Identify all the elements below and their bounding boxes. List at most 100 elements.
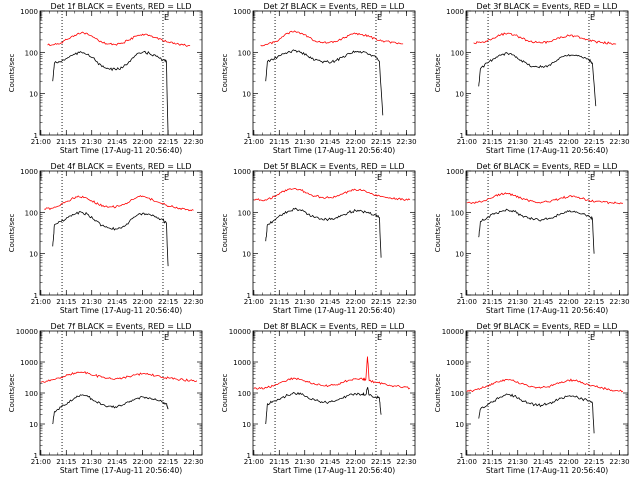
plot-frame bbox=[39, 330, 203, 456]
time-marker-label: E bbox=[164, 173, 169, 182]
x-axis-label: Start Time (17-Aug-11 20:56:40) bbox=[486, 466, 608, 475]
y-tick-label: 100 bbox=[238, 209, 251, 217]
x-tick-label: 22:00 bbox=[133, 298, 153, 306]
panel-title: Det 4f BLACK = Events, RED = LLD bbox=[50, 162, 191, 171]
time-marker-label: E bbox=[164, 333, 169, 342]
x-tick-label: 21:15 bbox=[482, 458, 502, 466]
lld-series-line bbox=[466, 192, 623, 205]
x-tick-label: 22:00 bbox=[346, 298, 366, 306]
y-tick-label: 1000 bbox=[446, 8, 464, 16]
y-tick-label: 100 bbox=[25, 49, 38, 57]
x-tick-label: 21:45 bbox=[533, 458, 553, 466]
y-tick-label: 10 bbox=[29, 251, 38, 259]
x-tick-label: 22:15 bbox=[371, 138, 391, 146]
x-tick-label: 22:30 bbox=[396, 298, 416, 306]
y-tick-label: 10000 bbox=[442, 328, 464, 336]
y-tick-label: 10 bbox=[455, 251, 464, 259]
time-marker-label: E bbox=[590, 13, 595, 22]
y-tick-label: 100 bbox=[25, 390, 38, 398]
lld-series-line bbox=[473, 32, 617, 45]
detector-panel-2: Det 2f BLACK = Events, RED = LLD 1 10 100 10… bbox=[221, 2, 417, 155]
y-tick-label: 1000 bbox=[20, 359, 38, 367]
y-tick-label: 1000 bbox=[233, 359, 251, 367]
detector-panel-3: Det 3f BLACK = Events, RED = LLD 1 10 100 10… bbox=[434, 2, 630, 155]
panel-title: Det 9f BLACK = Events, RED = LLD bbox=[476, 322, 617, 331]
x-tick-label: 21:00 bbox=[244, 458, 264, 466]
detector-panel-1: Det 1f BLACK = Events, RED = LLD 1 10 100 10… bbox=[8, 2, 204, 155]
x-tick-label: 21:00 bbox=[31, 458, 51, 466]
x-tick-label: 22:15 bbox=[371, 458, 391, 466]
x-axis-label: Start Time (17-Aug-11 20:56:40) bbox=[273, 146, 395, 155]
x-tick-label: 22:00 bbox=[559, 458, 579, 466]
y-tick-label: 1000 bbox=[233, 8, 251, 16]
x-tick-label: 22:15 bbox=[158, 458, 178, 466]
events-series-line bbox=[478, 208, 595, 254]
x-tick-label: 21:30 bbox=[508, 298, 528, 306]
x-tick-label: 21:00 bbox=[457, 458, 477, 466]
x-tick-label: 21:30 bbox=[82, 138, 102, 146]
y-tick-label: 1000 bbox=[446, 168, 464, 176]
lld-series-line bbox=[260, 30, 404, 47]
x-tick-label: 22:00 bbox=[559, 138, 579, 146]
x-tick-label: 21:30 bbox=[508, 458, 528, 466]
plot-frame bbox=[252, 170, 416, 296]
x-axis-label: Start Time (17-Aug-11 20:56:40) bbox=[273, 466, 395, 475]
y-axis-label: Counts/sec bbox=[434, 54, 442, 93]
y-tick-label: 1000 bbox=[233, 168, 251, 176]
detector-panel-5: Det 5f BLACK = Events, RED = LLD 1 10 100 10… bbox=[221, 162, 417, 315]
lld-series-line bbox=[466, 378, 624, 393]
x-tick-label: 21:30 bbox=[295, 298, 315, 306]
time-marker-label: E bbox=[590, 173, 595, 182]
time-marker-label: E bbox=[590, 333, 595, 342]
y-axis-label: Counts/sec bbox=[434, 374, 442, 413]
x-tick-label: 22:30 bbox=[609, 458, 629, 466]
y-tick-label: 100 bbox=[451, 209, 464, 217]
y-tick-label: 1 bbox=[460, 292, 464, 300]
x-tick-label: 21:00 bbox=[244, 298, 264, 306]
x-tick-label: 22:00 bbox=[133, 458, 153, 466]
x-tick-label: 22:15 bbox=[158, 298, 178, 306]
y-tick-label: 1 bbox=[460, 452, 464, 460]
x-tick-label: 22:00 bbox=[133, 138, 153, 146]
y-tick-label: 1 bbox=[34, 132, 38, 140]
x-axis-label: Start Time (17-Aug-11 20:56:40) bbox=[486, 306, 608, 315]
x-tick-label: 21:30 bbox=[82, 298, 102, 306]
x-tick-label: 22:30 bbox=[183, 138, 203, 146]
events-series-line bbox=[52, 211, 169, 267]
plot-frame bbox=[252, 10, 416, 136]
y-tick-label: 100 bbox=[451, 49, 464, 57]
x-tick-label: 22:30 bbox=[183, 458, 203, 466]
y-tick-label: 100 bbox=[25, 209, 38, 217]
panel-title: Det 7f BLACK = Events, RED = LLD bbox=[50, 322, 191, 331]
events-series-line bbox=[265, 49, 384, 116]
y-tick-label: 1000 bbox=[446, 359, 464, 367]
x-axis-label: Start Time (17-Aug-11 20:56:40) bbox=[60, 306, 182, 315]
x-tick-label: 21:45 bbox=[320, 138, 340, 146]
y-tick-label: 1000 bbox=[20, 8, 38, 16]
x-tick-label: 21:00 bbox=[244, 138, 264, 146]
x-tick-label: 22:00 bbox=[559, 298, 579, 306]
x-tick-label: 21:30 bbox=[295, 138, 315, 146]
x-tick-label: 22:15 bbox=[158, 138, 178, 146]
events-series-line bbox=[265, 207, 382, 258]
x-tick-label: 22:00 bbox=[346, 458, 366, 466]
plot-frame bbox=[39, 170, 203, 296]
y-axis-label: Counts/sec bbox=[221, 54, 229, 93]
events-series-line bbox=[52, 50, 169, 136]
x-tick-label: 21:30 bbox=[82, 458, 102, 466]
time-marker-label: E bbox=[377, 173, 382, 182]
x-axis-label: Start Time (17-Aug-11 20:56:40) bbox=[60, 146, 182, 155]
x-tick-label: 21:45 bbox=[533, 298, 553, 306]
detector-panel-7: Det 7f BLACK = Events, RED = LLD 1 10 100 10… bbox=[8, 322, 204, 475]
x-tick-label: 21:45 bbox=[107, 298, 127, 306]
x-tick-label: 22:30 bbox=[396, 458, 416, 466]
y-axis-label: Counts/sec bbox=[221, 374, 229, 413]
y-tick-label: 10 bbox=[242, 421, 251, 429]
y-axis-label: Counts/sec bbox=[8, 214, 16, 253]
y-tick-label: 1000 bbox=[20, 168, 38, 176]
x-tick-label: 21:15 bbox=[56, 138, 76, 146]
x-tick-label: 21:00 bbox=[31, 298, 51, 306]
detector-panel-8: Det 8f BLACK = Events, RED = LLD 1 10 100 10… bbox=[221, 322, 417, 475]
y-tick-label: 10 bbox=[29, 91, 38, 99]
